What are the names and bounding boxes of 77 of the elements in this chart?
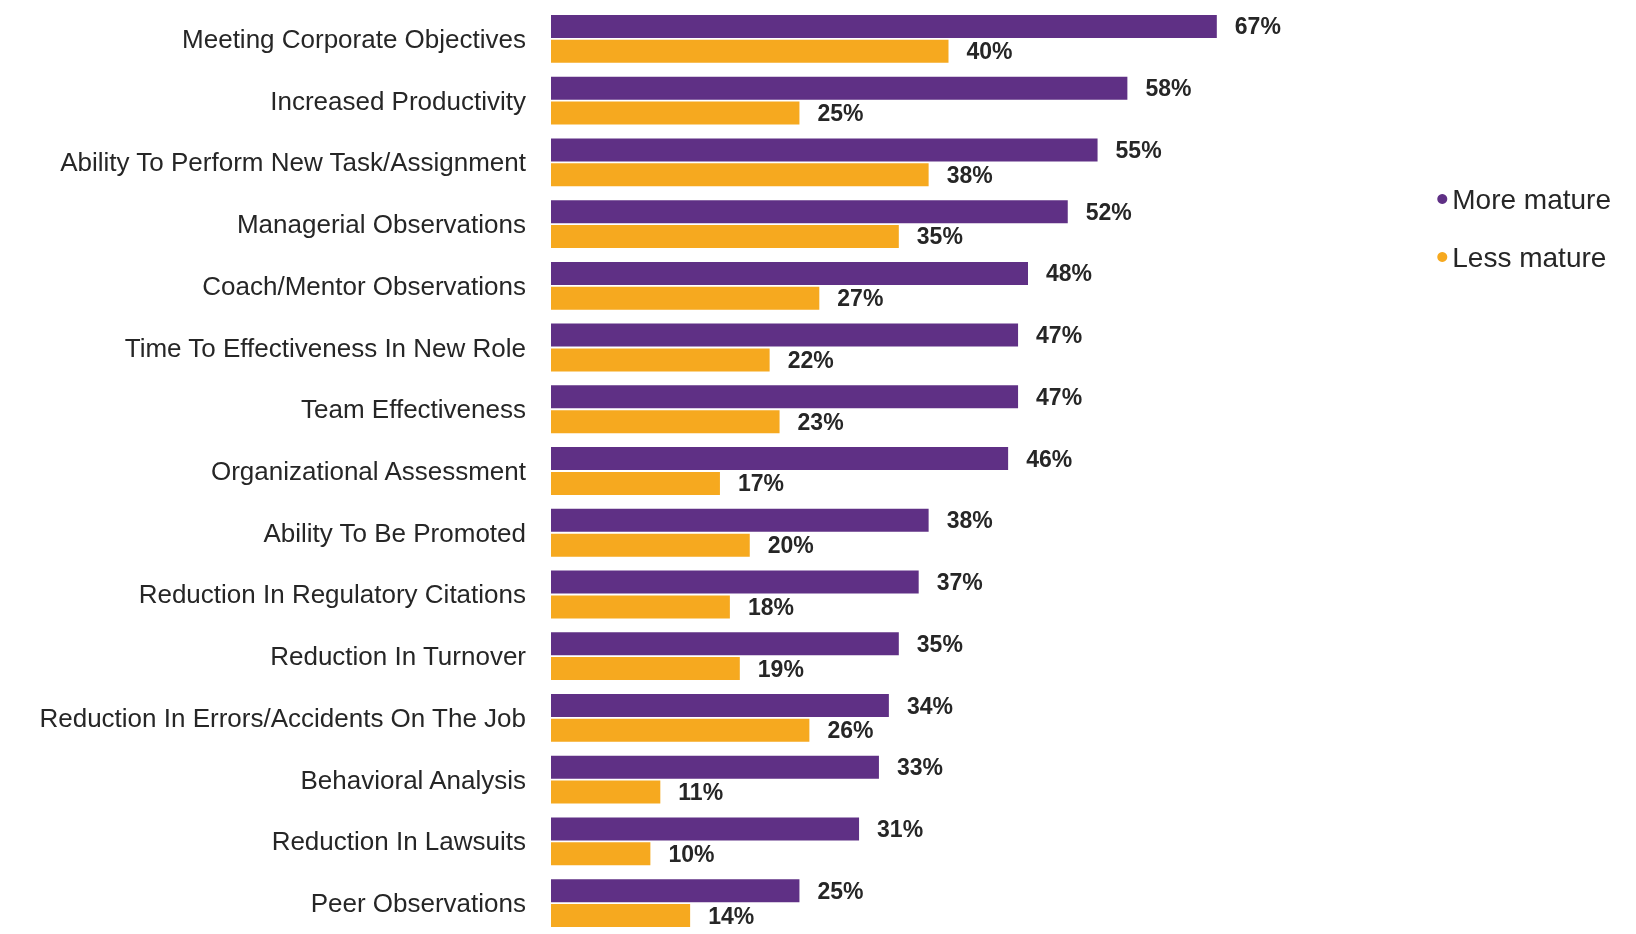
- bar: [551, 200, 1068, 224]
- bar: [551, 842, 651, 866]
- y-tick-label: Managerial Observations: [236, 209, 526, 240]
- data-label: 27%: [837, 285, 884, 312]
- bar: [551, 657, 740, 681]
- data-label: 67%: [1234, 13, 1281, 40]
- legend-label: Less mature: [1452, 241, 1607, 273]
- data-label: 26%: [827, 717, 874, 744]
- data-label: 14%: [708, 902, 755, 929]
- legend-label: More mature: [1452, 183, 1611, 215]
- data-label: 38%: [946, 507, 993, 534]
- data-label: 58%: [1145, 75, 1192, 102]
- bar: [551, 780, 661, 804]
- y-tick-label: Reduction In Errors/Accidents On The Job: [39, 702, 526, 733]
- bar: [551, 410, 780, 434]
- bar: [551, 471, 720, 495]
- bar: [551, 76, 1128, 100]
- data-label: 47%: [1036, 322, 1083, 349]
- bar: [551, 533, 750, 557]
- y-tick-label: Ability To Perform New Task/Assignment: [60, 147, 527, 178]
- bar: [551, 101, 800, 125]
- y-tick-label: Team Effectiveness: [301, 394, 526, 425]
- data-label: 10%: [668, 840, 715, 867]
- y-tick-label: Coach/Mentor Observations: [202, 270, 526, 301]
- data-label: 33%: [896, 754, 943, 781]
- data-label: 47%: [1036, 383, 1083, 410]
- y-tick-label: Reduction In Lawsuits: [271, 826, 526, 857]
- data-label: 23%: [797, 408, 844, 435]
- y-tick-label: Behavioral Analysis: [300, 764, 526, 795]
- y-tick-label: Meeting Corporate Objectives: [182, 23, 526, 54]
- data-label: 22%: [787, 346, 834, 373]
- bar: [551, 261, 1028, 285]
- bar: [551, 447, 1009, 471]
- data-label: 18%: [747, 593, 794, 620]
- data-label: 52%: [1085, 198, 1132, 225]
- y-tick-label: Peer Observations: [310, 888, 526, 919]
- bar: [551, 39, 949, 63]
- bar: [551, 904, 691, 928]
- data-label: 31%: [877, 815, 924, 842]
- y-tick-label: Increased Productivity: [270, 85, 526, 116]
- data-label: 46%: [1026, 445, 1073, 472]
- y-tick-label: Organizational Assessment: [210, 456, 527, 486]
- bar: [551, 632, 899, 656]
- data-label: 19%: [757, 655, 804, 682]
- bar: [551, 508, 929, 532]
- bar: [551, 163, 929, 187]
- bar: [551, 879, 800, 903]
- data-label: 35%: [916, 223, 963, 250]
- data-label: 17%: [737, 470, 784, 497]
- data-label: 48%: [1046, 260, 1093, 287]
- y-tick-label: Reduction In Regulatory Citations: [138, 579, 526, 610]
- bar: [551, 595, 730, 619]
- bar: [551, 718, 810, 742]
- data-label: 37%: [936, 569, 983, 596]
- bar: [551, 817, 860, 841]
- y-tick-label: Reduction In Turnover: [270, 641, 527, 672]
- data-label: 34%: [906, 692, 953, 719]
- data-label: 25%: [817, 877, 864, 904]
- bar: [551, 570, 919, 594]
- bar: [551, 694, 889, 718]
- data-label: 38%: [946, 161, 993, 188]
- y-tick-label: Time To Effectiveness In New Role: [124, 332, 526, 363]
- data-label: 35%: [916, 630, 963, 657]
- data-label: 25%: [817, 100, 864, 127]
- bar: [551, 755, 879, 779]
- y-tick-label: Ability To Be Promoted: [263, 517, 526, 548]
- data-label: 20%: [767, 532, 814, 559]
- data-label: 40%: [966, 38, 1013, 65]
- bar: [551, 138, 1098, 162]
- bar: [551, 323, 1019, 347]
- data-label: 11%: [678, 779, 724, 806]
- bar: [551, 286, 820, 310]
- bar: [551, 348, 770, 372]
- bar: [551, 224, 899, 248]
- bar: [551, 385, 1019, 409]
- bar: [551, 14, 1217, 38]
- data-label: 55%: [1115, 136, 1162, 163]
